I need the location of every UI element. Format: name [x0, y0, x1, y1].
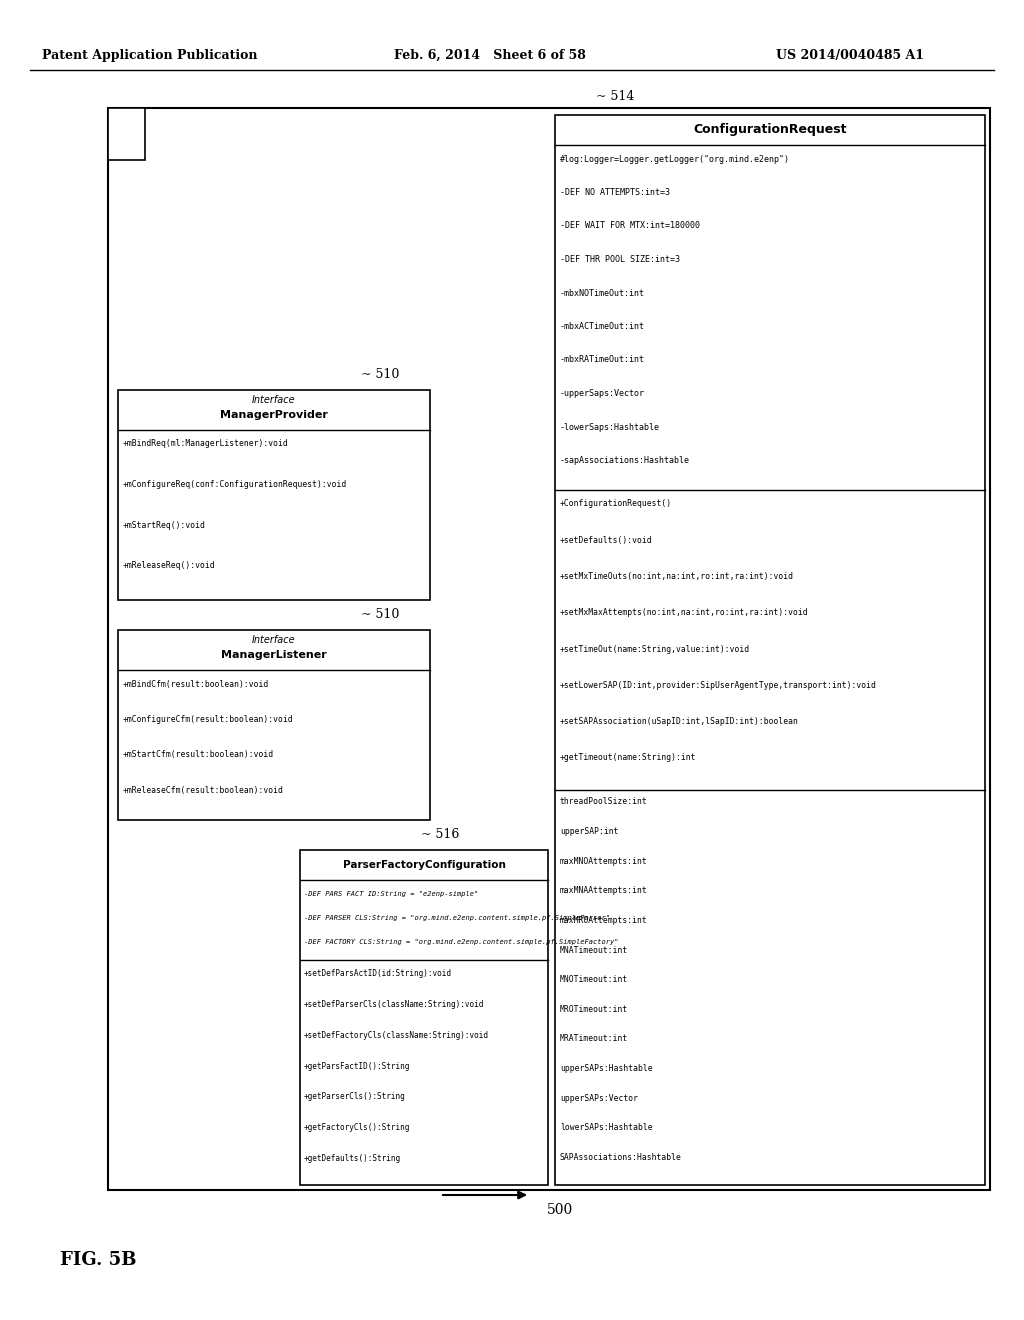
- Text: ManagerProvider: ManagerProvider: [220, 411, 328, 420]
- Bar: [300, 850, 548, 1185]
- Text: +mConfigureReq(conf:ConfigurationRequest):void: +mConfigureReq(conf:ConfigurationRequest…: [123, 480, 347, 488]
- Bar: [118, 389, 430, 601]
- Text: MNATimeout:int: MNATimeout:int: [560, 945, 629, 954]
- Text: -mbxRATimeOut:int: -mbxRATimeOut:int: [560, 355, 645, 364]
- Text: +setDefParsActID(id:String):void: +setDefParsActID(id:String):void: [304, 969, 452, 978]
- Text: threadPoolSize:int: threadPoolSize:int: [560, 797, 648, 807]
- Text: -DEF PARS FACT ID:String = "e2enp-simple": -DEF PARS FACT ID:String = "e2enp-simple…: [304, 891, 478, 898]
- Text: -mbxACTimeOut:int: -mbxACTimeOut:int: [560, 322, 645, 331]
- Text: -upperSaps:Vector: -upperSaps:Vector: [560, 389, 645, 399]
- Text: -DEF NO ATTEMPTS:int=3: -DEF NO ATTEMPTS:int=3: [560, 187, 670, 197]
- Text: +getFactoryCls():String: +getFactoryCls():String: [304, 1123, 411, 1133]
- Text: +mStartCfm(result:boolean):void: +mStartCfm(result:boolean):void: [123, 751, 274, 759]
- Text: upperSAPs:Vector: upperSAPs:Vector: [560, 1094, 638, 1102]
- Text: -DEF FACTORY CLS:String = "org.mind.e2enp.content.simple.pf.SimpleFactory": -DEF FACTORY CLS:String = "org.mind.e2en…: [304, 939, 618, 945]
- Text: +mBindCfm(result:boolean):void: +mBindCfm(result:boolean):void: [123, 680, 269, 689]
- Text: +mStartReq():void: +mStartReq():void: [123, 520, 206, 529]
- Text: maxMNAAttempts:int: maxMNAAttempts:int: [560, 886, 648, 895]
- Text: Feb. 6, 2014   Sheet 6 of 58: Feb. 6, 2014 Sheet 6 of 58: [394, 49, 586, 62]
- Text: +setDefFactoryCls(className:String):void: +setDefFactoryCls(className:String):void: [304, 1031, 489, 1040]
- Text: MROTimeout:int: MROTimeout:int: [560, 1005, 629, 1014]
- Text: US 2014/0040485 A1: US 2014/0040485 A1: [776, 49, 924, 62]
- Text: upperSAPs:Hashtable: upperSAPs:Hashtable: [560, 1064, 652, 1073]
- Text: ~ 510: ~ 510: [360, 609, 399, 622]
- Text: ConfigurationRequest: ConfigurationRequest: [693, 124, 847, 136]
- Text: ~ 516: ~ 516: [421, 829, 459, 842]
- Text: -DEF WAIT FOR MTX:int=180000: -DEF WAIT FOR MTX:int=180000: [560, 222, 700, 231]
- Text: -DEF THR POOL SIZE:int=3: -DEF THR POOL SIZE:int=3: [560, 255, 680, 264]
- Text: +mBindReq(ml:ManagerListener):void: +mBindReq(ml:ManagerListener):void: [123, 440, 289, 449]
- Text: +mReleaseReq():void: +mReleaseReq():void: [123, 561, 216, 570]
- Bar: [555, 115, 985, 1185]
- Text: -DEF PARSER CLS:String = "org.mind.e2enp.content.simple.pf.SimpleParser": -DEF PARSER CLS:String = "org.mind.e2enp…: [304, 915, 610, 921]
- Text: +setSAPAssociation(uSapID:int,lSapID:int):boolean: +setSAPAssociation(uSapID:int,lSapID:int…: [560, 717, 799, 726]
- Text: +setDefaults():void: +setDefaults():void: [560, 536, 652, 545]
- Text: +setDefParserCls(className:String):void: +setDefParserCls(className:String):void: [304, 1001, 484, 1010]
- Text: Interface: Interface: [252, 635, 296, 645]
- Text: MNOTimeout:int: MNOTimeout:int: [560, 975, 629, 985]
- Bar: [118, 630, 430, 820]
- Text: lowerSAPs:Hashtable: lowerSAPs:Hashtable: [560, 1123, 652, 1133]
- Text: +getParsFactID():String: +getParsFactID():String: [304, 1061, 411, 1071]
- Text: 500: 500: [547, 1203, 573, 1217]
- Text: ~ 510: ~ 510: [360, 368, 399, 381]
- Text: -sapAssociations:Hashtable: -sapAssociations:Hashtable: [560, 455, 690, 465]
- Text: +getDefaults():String: +getDefaults():String: [304, 1154, 401, 1163]
- Text: Interface: Interface: [252, 395, 296, 405]
- Text: FIG. 5B: FIG. 5B: [60, 1251, 136, 1269]
- Text: +setMxTimeOuts(no:int,na:int,ro:int,ra:int):void: +setMxTimeOuts(no:int,na:int,ro:int,ra:i…: [560, 572, 794, 581]
- Text: MRATimeout:int: MRATimeout:int: [560, 1035, 629, 1043]
- Bar: [108, 108, 990, 1191]
- Text: ~ 514: ~ 514: [596, 91, 634, 103]
- Text: upperSAP:int: upperSAP:int: [560, 828, 618, 836]
- Text: ManagerListener: ManagerListener: [221, 649, 327, 660]
- Text: #log:Logger=Logger.getLogger("org.mind.e2enp"): #log:Logger=Logger.getLogger("org.mind.e…: [560, 154, 790, 164]
- Text: +ConfigurationRequest(): +ConfigurationRequest(): [560, 499, 672, 508]
- Text: +mConfigureCfm(result:boolean):void: +mConfigureCfm(result:boolean):void: [123, 715, 294, 723]
- Text: +setLowerSAP(ID:int,provider:SipUserAgentType,transport:int):void: +setLowerSAP(ID:int,provider:SipUserAgen…: [560, 681, 877, 690]
- Text: Patent Application Publication: Patent Application Publication: [42, 49, 258, 62]
- Text: maxMROAttempts:int: maxMROAttempts:int: [560, 916, 648, 925]
- Text: +setTimeOut(name:String,value:int):void: +setTimeOut(name:String,value:int):void: [560, 644, 751, 653]
- Text: -lowerSaps:Hashtable: -lowerSaps:Hashtable: [560, 422, 660, 432]
- Text: SAPAssociations:Hashtable: SAPAssociations:Hashtable: [560, 1152, 682, 1162]
- Text: ParserFactoryConfiguration: ParserFactoryConfiguration: [343, 861, 506, 870]
- Text: +setMxMaxAttempts(no:int,na:int,ro:int,ra:int):void: +setMxMaxAttempts(no:int,na:int,ro:int,r…: [560, 609, 809, 618]
- Text: +mReleaseCfm(result:boolean):void: +mReleaseCfm(result:boolean):void: [123, 785, 284, 795]
- Bar: [108, 108, 145, 160]
- Text: +getParserCls():String: +getParserCls():String: [304, 1093, 406, 1101]
- Text: -mbxNOTimeOut:int: -mbxNOTimeOut:int: [560, 289, 645, 297]
- Text: maxMNOAttempts:int: maxMNOAttempts:int: [560, 857, 648, 866]
- Text: +getTimeout(name:String):int: +getTimeout(name:String):int: [560, 754, 696, 762]
